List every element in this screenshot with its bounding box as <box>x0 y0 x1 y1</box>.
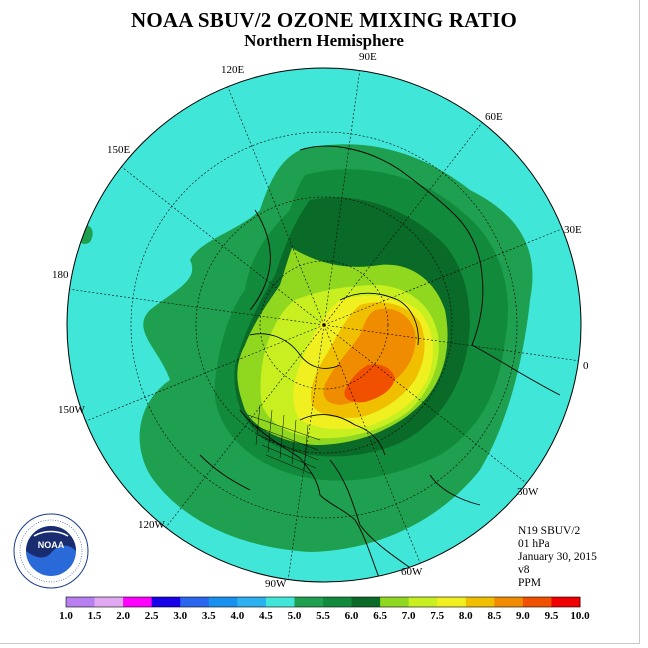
colorbar-tick-label: 6.0 <box>345 610 359 622</box>
lon-label-0: 0 <box>583 360 589 372</box>
meridian-line <box>323 324 421 564</box>
noaa-logo: NOAA <box>13 513 89 589</box>
meridian-line <box>323 324 579 362</box>
color-bar: 1.0 1.5 2.0 2.5 3.0 3.5 4.0 4.5 5.0 5.5 6.0 6.5 7.0 7… <box>59 596 590 622</box>
meridian-line <box>323 324 527 484</box>
meridian-line <box>323 70 361 326</box>
info-level: 01 hPa <box>518 538 550 550</box>
meridian-line <box>227 86 325 326</box>
meridian-line <box>323 122 483 326</box>
colorbar-swatch <box>66 597 96 607</box>
lon-label-90e: 90E <box>359 51 377 63</box>
colorbar-swatch <box>208 597 238 607</box>
meridian-line <box>323 228 563 326</box>
meridian-line <box>287 324 325 580</box>
colorbar-swatch <box>94 597 124 607</box>
lon-label-150e: 150E <box>107 144 131 156</box>
lon-label-120e: 120E <box>221 64 245 76</box>
contour-5-0-west <box>76 224 93 245</box>
colorbar-swatch <box>522 597 552 607</box>
noaa-logo-text: NOAA <box>38 540 65 550</box>
colorbar-swatch <box>151 597 181 607</box>
map-subtitle: Northern Hemisphere <box>244 31 404 50</box>
colorbar-tick-label: 4.5 <box>259 610 273 622</box>
colorbar-tick-label: 5.0 <box>288 610 302 622</box>
lon-label-90w: 90W <box>265 578 287 590</box>
map-title: NOAA SBUV/2 OZONE MIXING RATIO <box>131 8 517 32</box>
meridian-line <box>165 324 325 528</box>
colorbar-tick-label: 9.0 <box>516 610 530 622</box>
meridians <box>69 70 579 580</box>
colorbar-tick-label: 4.0 <box>230 610 244 622</box>
state-boundaries <box>247 404 321 475</box>
colorbar-tick-label: 1.5 <box>88 610 102 622</box>
lon-label-120w: 120W <box>138 519 166 531</box>
info-satellite: N19 SBUV/2 <box>518 525 581 537</box>
info-units: PPM <box>518 577 542 589</box>
lon-label-60w: 60W <box>401 566 423 578</box>
colorbar-border <box>65 596 581 608</box>
colorbar-swatch <box>551 597 581 607</box>
colorbar-swatch <box>237 597 267 607</box>
colorbar-tick-label: 3.5 <box>202 610 216 622</box>
colorbar-swatch <box>437 597 467 607</box>
colorbar-tick-label: 10.0 <box>570 610 590 622</box>
colorbar-tick-label: 6.5 <box>373 610 387 622</box>
colorbar-tick-label: 8.5 <box>487 610 501 622</box>
meridian-line <box>69 288 325 326</box>
colorbar-swatch <box>494 597 524 607</box>
colorbar-tick-label: 7.5 <box>430 610 444 622</box>
colorbar-swatch <box>180 597 210 607</box>
graticule <box>130 131 518 519</box>
colorbar-swatch <box>408 597 438 607</box>
meridian-line <box>85 324 325 422</box>
colorbar-tick-label: 1.0 <box>59 610 73 622</box>
colorbar-tick-label: 9.5 <box>545 610 559 622</box>
lon-label-150w: 150W <box>58 404 86 416</box>
coastlines <box>199 145 561 581</box>
colorbar-tick-label: 7.0 <box>402 610 416 622</box>
colorbar-tick-label: 2.0 <box>116 610 130 622</box>
info-block: N19 SBUV/2 01 hPa January 30, 2015 v8 PP… <box>518 525 597 590</box>
colorbar-swatch <box>294 597 324 607</box>
colorbar-tick-label: 2.5 <box>145 610 159 622</box>
colorbar-tick-label: 8.0 <box>459 610 473 622</box>
ozone-field <box>76 144 561 581</box>
contour-9-0 <box>344 364 395 403</box>
info-date: January 30, 2015 <box>518 551 597 563</box>
colorbar-swatch <box>265 597 295 607</box>
colorbar-swatch <box>351 597 381 607</box>
lon-label-60e: 60E <box>485 111 503 123</box>
lon-label-30w: 30W <box>517 486 539 498</box>
meridian-line <box>121 166 325 326</box>
lon-label-180: 180 <box>52 269 69 281</box>
colorbar-tick-label: 3.0 <box>173 610 187 622</box>
lon-label-30e: 30E <box>564 224 582 236</box>
colorbar-tick-label: 5.5 <box>316 610 330 622</box>
colorbar-swatch <box>323 597 353 607</box>
colorbar-swatch <box>465 597 495 607</box>
map-outline <box>66 67 582 583</box>
info-version: v8 <box>518 564 530 576</box>
colorbar-swatch <box>380 597 410 607</box>
colorbar-swatch <box>123 597 153 607</box>
